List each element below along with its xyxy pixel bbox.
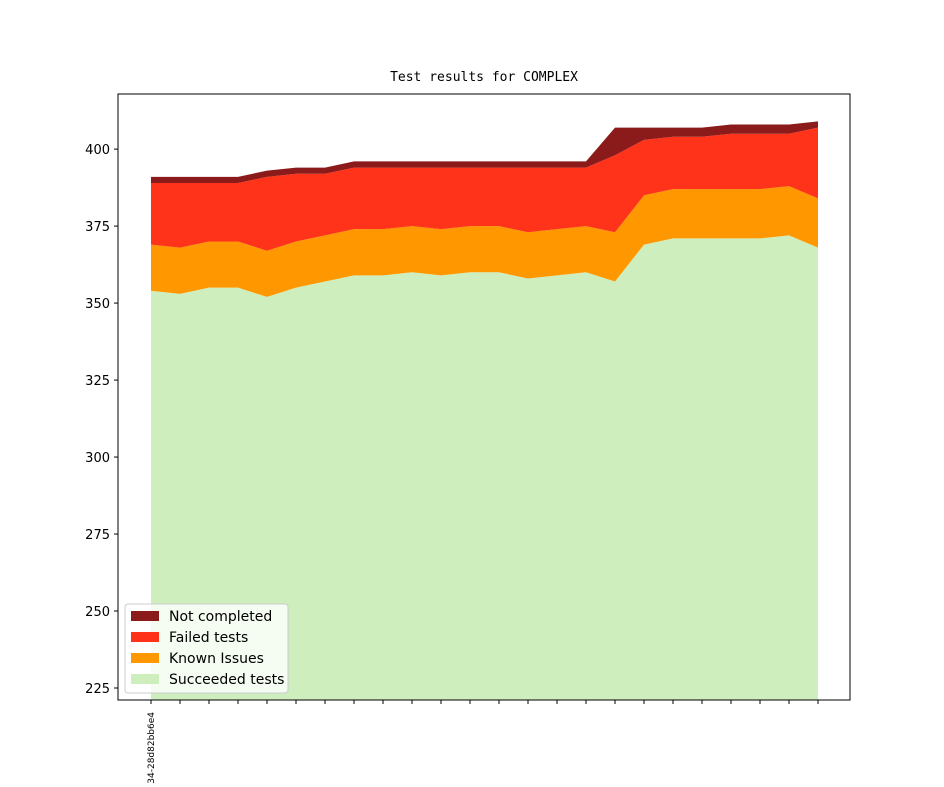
legend-swatch — [131, 611, 159, 621]
legend-label: Failed tests — [169, 630, 248, 646]
y-tick-label: 325 — [85, 374, 110, 389]
y-tick-label: 225 — [85, 682, 110, 697]
legend-swatch — [131, 653, 159, 663]
y-tick-label: 400 — [85, 143, 110, 158]
legend: Not completed Failed tests Known Issues Suc… — [124, 603, 289, 694]
area — [151, 121, 818, 183]
legend-label: Not completed — [169, 609, 272, 625]
y-tick-label: 375 — [85, 220, 110, 235]
legend-swatch — [131, 674, 159, 684]
x-tick-label: 34-28d82bb6e4 — [147, 712, 157, 784]
legend-swatch — [131, 632, 159, 642]
legend-box — [124, 603, 289, 694]
y-tick-label: 350 — [85, 297, 110, 312]
area — [151, 186, 818, 297]
legend-label: Succeeded tests — [169, 672, 284, 688]
y-tick-label: 250 — [85, 605, 110, 620]
legend-label: Known Issues — [169, 651, 264, 667]
chart-title: Test results for COMPLEX — [390, 70, 578, 85]
area — [151, 127, 818, 251]
y-tick-label: 275 — [85, 528, 110, 543]
y-tick-label: 300 — [85, 451, 110, 466]
plot-frame — [117, 93, 851, 701]
area — [151, 235, 818, 700]
